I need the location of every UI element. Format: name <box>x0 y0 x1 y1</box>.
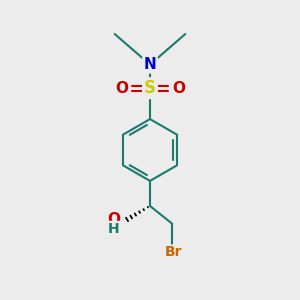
Text: O: O <box>107 212 120 227</box>
Text: O: O <box>115 81 128 96</box>
Text: H: H <box>108 222 120 236</box>
Text: Br: Br <box>165 245 182 259</box>
Text: O: O <box>172 81 185 96</box>
Text: N: N <box>144 57 156 72</box>
Text: S: S <box>144 79 156 97</box>
